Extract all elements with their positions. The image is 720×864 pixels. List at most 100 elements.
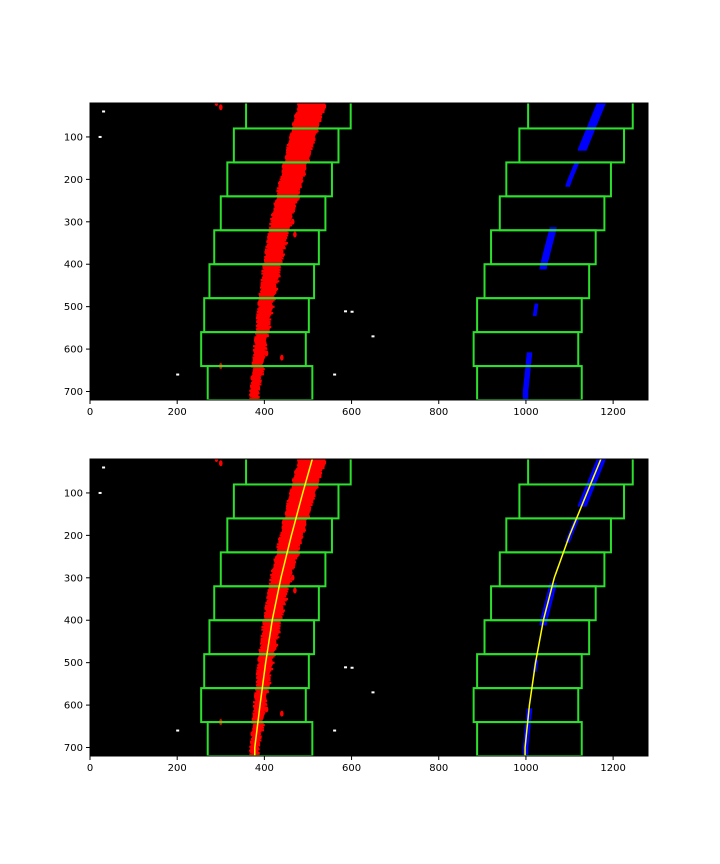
left-lane-pixel bbox=[266, 239, 287, 242]
left-lane-pixel bbox=[268, 598, 288, 601]
left-lane-pixel bbox=[276, 545, 298, 549]
left-lane-pixel bbox=[274, 205, 297, 208]
left-lane-pixel bbox=[260, 285, 277, 288]
left-lane-pixel bbox=[252, 356, 265, 359]
left-lane-pixel bbox=[292, 130, 319, 133]
left-lane-pixel bbox=[271, 224, 293, 227]
x-tick-label: 0 bbox=[87, 763, 93, 774]
left-lane-pixel bbox=[290, 132, 316, 135]
y-tick-label: 400 bbox=[64, 616, 83, 627]
left-lane-pixel bbox=[271, 568, 292, 571]
left-lane-pixel bbox=[250, 385, 260, 389]
left-lane-pixel bbox=[252, 370, 264, 373]
right-lane-pixel bbox=[541, 256, 550, 259]
right-lane-pixel bbox=[524, 378, 530, 381]
left-lane-pixel bbox=[253, 357, 265, 361]
right-lane-pixel bbox=[523, 387, 529, 390]
right-lane-pixel bbox=[533, 307, 538, 310]
left-lane-pixel bbox=[256, 671, 270, 675]
left-lane-pixel bbox=[265, 610, 285, 613]
right-lane-pixel bbox=[542, 254, 550, 257]
right-lane-pixel bbox=[548, 231, 556, 234]
right-lane-pixel bbox=[548, 232, 556, 235]
panel-top: 0 200 400 600 800 1000 1200 100 200 300 400 500 600 7… bbox=[64, 102, 649, 418]
left-lane-pixel bbox=[250, 392, 260, 395]
left-lane-pixel bbox=[252, 369, 264, 372]
left-lane-pixel bbox=[257, 326, 272, 329]
left-lane-pixel bbox=[262, 277, 279, 280]
left-lane-pixel bbox=[274, 203, 296, 207]
left-lane-pixel bbox=[282, 520, 307, 523]
left-lane-pixel bbox=[288, 145, 314, 148]
right-lane-pixel bbox=[540, 262, 548, 265]
left-lane-pixel bbox=[288, 142, 314, 145]
left-lane-pixel bbox=[250, 390, 259, 394]
right-lane-pixel bbox=[534, 303, 539, 306]
left-lane-pixel bbox=[250, 388, 261, 391]
left-lane-pixel bbox=[251, 717, 264, 720]
right-lane-pixel bbox=[544, 247, 552, 250]
right-lane-pixel bbox=[549, 227, 557, 230]
right-lane-pixel bbox=[526, 358, 532, 361]
right-lane-pixel bbox=[548, 230, 556, 233]
left-lane-pixel bbox=[293, 587, 297, 594]
right-lane-pixel bbox=[568, 177, 573, 180]
right-lane-pixel bbox=[546, 237, 554, 240]
left-lane-pixel bbox=[276, 543, 301, 546]
left-lane-pixel bbox=[256, 327, 270, 330]
left-lane-pixel bbox=[295, 113, 323, 116]
left-lane-pixel bbox=[262, 275, 281, 278]
right-window bbox=[527, 459, 634, 486]
left-lane-pixel bbox=[295, 112, 323, 115]
left-lane-pixel bbox=[254, 332, 268, 335]
y-tick-label: 500 bbox=[64, 302, 83, 313]
plot-background bbox=[90, 103, 648, 400]
left-lane-pixel bbox=[263, 273, 280, 277]
left-lane-pixel bbox=[276, 198, 299, 201]
x-tick-label: 600 bbox=[342, 407, 361, 418]
left-lane-pixel bbox=[259, 661, 275, 664]
right-lane-pixel bbox=[574, 162, 579, 165]
left-lane-pixel bbox=[289, 137, 316, 140]
right-lane-pixel bbox=[585, 129, 595, 132]
left-lane-pixel bbox=[257, 318, 272, 321]
left-lane-pixel bbox=[267, 591, 287, 594]
right-lane-pixel bbox=[593, 111, 602, 114]
right-lane-pixel bbox=[524, 373, 530, 376]
left-lane-pixel bbox=[256, 319, 270, 322]
left-lane-pixel bbox=[292, 486, 319, 489]
right-lane-pixel bbox=[543, 251, 551, 254]
right-lane-pixel bbox=[571, 168, 577, 171]
left-lane-pixel bbox=[292, 126, 319, 129]
left-lane-pixel bbox=[251, 718, 263, 722]
right-lane-pixel bbox=[542, 253, 550, 256]
left-lane-pixel bbox=[256, 669, 272, 672]
left-lane-pixel bbox=[293, 231, 297, 238]
left-lane-pixel bbox=[268, 586, 288, 589]
right-lane-pixel bbox=[545, 244, 553, 247]
right-lane-pixel bbox=[524, 375, 530, 378]
axes-frame bbox=[89, 458, 649, 757]
left-lane-pixel bbox=[285, 154, 311, 157]
right-lane-pixel bbox=[539, 267, 547, 270]
left-lane-pixel bbox=[284, 155, 310, 158]
left-lane-pixel bbox=[286, 146, 312, 149]
right-lane-pixel bbox=[542, 255, 550, 258]
left-lane-pixel bbox=[286, 505, 311, 508]
left-lane-pixel bbox=[281, 170, 305, 173]
right-lane-pixel bbox=[587, 124, 597, 127]
left-lane-pixel bbox=[258, 312, 274, 315]
left-lane-pixel bbox=[281, 529, 306, 532]
left-lane-pixel bbox=[282, 168, 307, 171]
left-lane-pixel bbox=[264, 606, 284, 610]
right-fit-line bbox=[524, 459, 602, 756]
left-lane-pixel bbox=[285, 159, 311, 162]
y-tick-label: 300 bbox=[64, 573, 83, 584]
left-lane-pixel bbox=[279, 178, 303, 181]
left-lane-pixel bbox=[277, 191, 300, 194]
left-lane-pixel bbox=[258, 304, 273, 307]
left-lane-pixel bbox=[286, 147, 313, 151]
left-lane-pixel bbox=[276, 187, 301, 190]
x-tick-label: 600 bbox=[342, 763, 361, 774]
left-lane-pixel bbox=[288, 136, 315, 139]
